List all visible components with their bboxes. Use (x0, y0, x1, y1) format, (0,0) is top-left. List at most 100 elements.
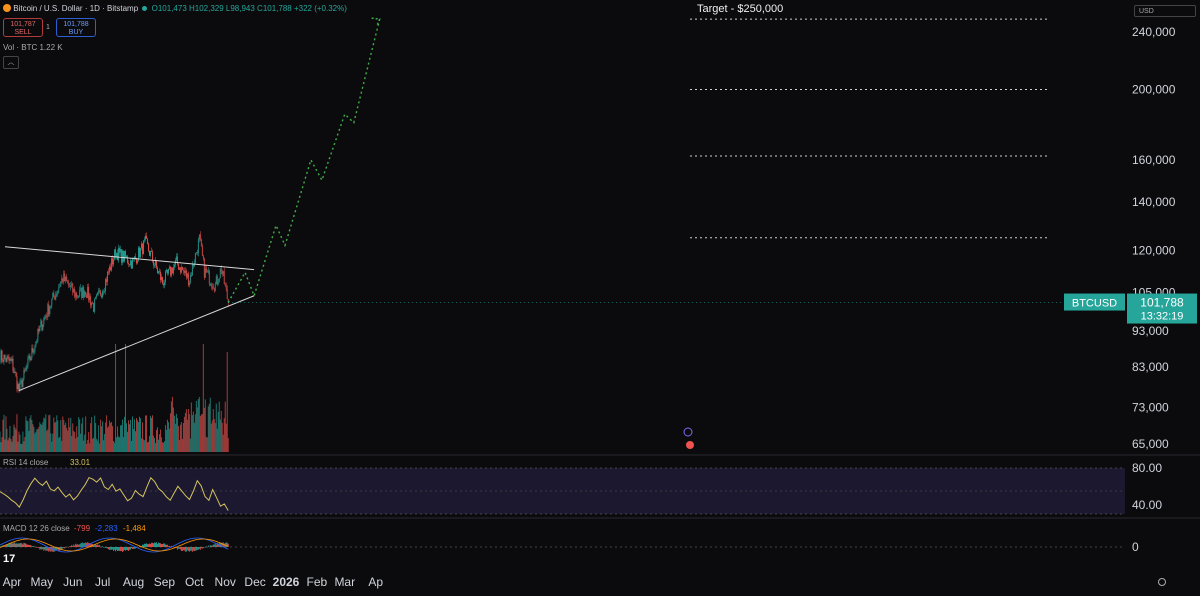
volume-bar (167, 422, 169, 452)
volume-bar (50, 433, 52, 452)
macd-hist-bar (61, 547, 63, 551)
candle-body (129, 264, 130, 265)
macd-hist-bar (162, 543, 164, 547)
volume-bar (132, 416, 133, 452)
volume-bar (112, 426, 114, 452)
volume-bar (53, 417, 55, 452)
candle-body (73, 289, 75, 293)
candle-body (78, 295, 80, 298)
macd-hist-bar (3, 546, 5, 547)
candle-body (143, 240, 144, 255)
macd-hist-bar (194, 547, 196, 551)
time-tick-label: Jul (95, 575, 110, 589)
time-tick-label: Oct (185, 575, 204, 589)
candle-body (98, 290, 100, 293)
macd-hist-bar (210, 545, 212, 547)
volume-bar (19, 434, 21, 452)
macd-hist-bar (64, 547, 66, 549)
volume-bar (32, 424, 34, 452)
sell-button[interactable]: 101,787 SELL (3, 18, 43, 37)
volume-bar (205, 436, 207, 452)
candle-body (118, 248, 119, 261)
candle-body (151, 251, 152, 253)
candle-body (97, 292, 99, 295)
macd-hist-bar (96, 544, 98, 547)
resistance-trendline[interactable] (4, 246, 255, 271)
event-marker-icon[interactable] (683, 427, 693, 437)
volume-bar (55, 421, 57, 452)
macd-hist-bar (202, 547, 204, 549)
macd-hist-bar (201, 547, 203, 549)
macd-hist-bar (22, 544, 24, 547)
volume-bar (83, 440, 85, 452)
volume-bar (73, 430, 75, 452)
macd-hist-bar (56, 547, 58, 551)
volume-bar (223, 418, 225, 452)
candle-body (188, 282, 190, 286)
candle-body (11, 358, 13, 361)
macd-hist-bar (46, 547, 48, 551)
macd-hist-bar (18, 543, 20, 547)
volume-bar (25, 416, 27, 452)
candle-body (103, 291, 105, 293)
volume-bar (0, 442, 2, 452)
macd-hist-bar (29, 545, 31, 547)
macd-hist-bar (187, 547, 189, 551)
macd-signal-line[interactable] (0, 538, 229, 552)
dividend-marker-icon[interactable] (686, 441, 694, 449)
macd-hist-bar (151, 542, 152, 547)
candle-body (153, 260, 154, 266)
macd-line[interactable] (0, 537, 229, 553)
buy-button[interactable]: 101,788 BUY (56, 18, 96, 37)
volume-bar (165, 429, 167, 452)
candle-body (195, 252, 197, 253)
candle-body (38, 328, 40, 332)
time-tick-label: Nov (215, 575, 236, 589)
candle-body (32, 347, 34, 353)
macd-hist-bar (101, 546, 103, 548)
symbol-title[interactable]: Bitcoin / U.S. Dollar · 1D · Bitstamp O1… (3, 4, 347, 13)
candle-body (177, 264, 179, 270)
volume-bar (65, 422, 67, 452)
candle-body (193, 263, 195, 267)
macd-hist-bar (227, 543, 229, 547)
candle-body (35, 341, 37, 347)
volume-bar (76, 426, 78, 452)
candle-body (59, 286, 61, 288)
volume-bar (88, 432, 90, 452)
candle-body (166, 269, 167, 272)
collapse-legend-button[interactable]: ︿ (3, 56, 19, 69)
volume-bar (124, 416, 126, 452)
currency-selector[interactable]: USD (1134, 5, 1196, 17)
price-axis[interactable]: 240,000200,000160,000140,000120,000105,0… (1132, 25, 1176, 451)
volume-bar (35, 431, 37, 452)
volume-bar (174, 423, 176, 452)
candle-body (185, 270, 187, 278)
macd-hist-bar (93, 544, 95, 547)
candle-body (211, 286, 213, 288)
macd-hist-bar (119, 547, 121, 551)
candle-body (134, 256, 135, 259)
candle-body (67, 281, 69, 283)
settings-gear-icon[interactable] (1158, 578, 1166, 586)
candle-body (57, 290, 59, 294)
candle-body (220, 268, 222, 272)
volume-bar (162, 442, 164, 452)
volume-bar (161, 442, 163, 452)
volume-bar (113, 440, 115, 452)
volume-bar (178, 440, 180, 452)
macd-hist-bar (221, 542, 223, 547)
support-trendline[interactable] (18, 295, 255, 392)
macd-hist-bar (154, 542, 155, 547)
last-price-badge (1127, 293, 1197, 324)
candle-body (122, 250, 123, 263)
volume-bar (116, 437, 118, 452)
macd-hist-bar (170, 545, 172, 547)
rsi-line[interactable] (0, 476, 229, 511)
time-axis[interactable]: Apr May Jun Jul Aug Sep Oct Nov Dec 2026 Feb Mar Ap (3, 575, 384, 589)
macd-hist-bar (127, 547, 129, 551)
candle-body (31, 347, 33, 359)
volume-bar (216, 428, 218, 452)
macd-hist-bar (42, 547, 44, 549)
